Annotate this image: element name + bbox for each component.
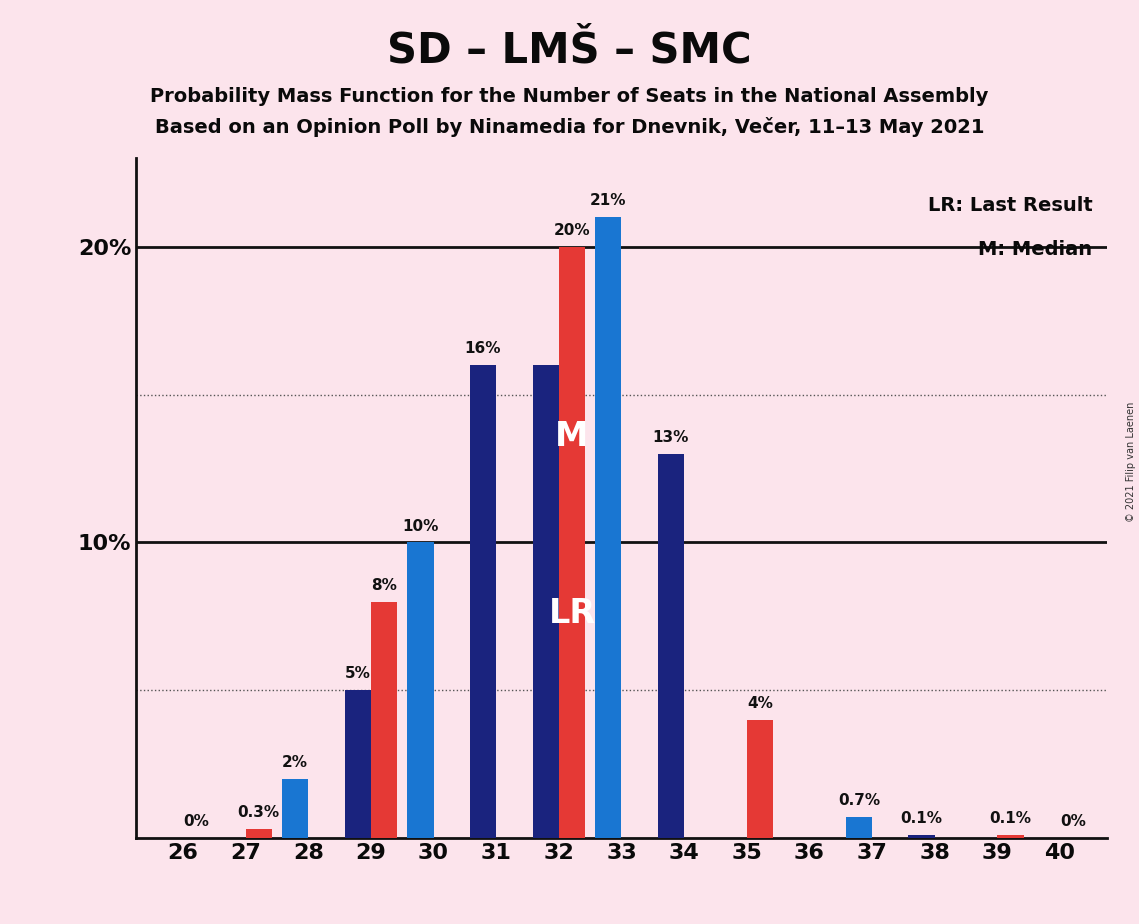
Text: 0.3%: 0.3% xyxy=(238,805,280,821)
Bar xyxy=(371,602,398,838)
Text: 16%: 16% xyxy=(465,341,501,357)
Text: © 2021 Filip van Laenen: © 2021 Filip van Laenen xyxy=(1125,402,1136,522)
Bar xyxy=(846,817,872,838)
Bar xyxy=(908,835,935,838)
Bar xyxy=(470,365,497,838)
Text: LR: Last Result: LR: Last Result xyxy=(927,196,1092,214)
Text: M: Median: M: Median xyxy=(978,240,1092,259)
Text: 2%: 2% xyxy=(282,755,309,770)
Text: 0%: 0% xyxy=(1060,814,1085,829)
Bar xyxy=(408,542,434,838)
Bar xyxy=(533,365,559,838)
Text: 21%: 21% xyxy=(590,193,626,209)
Text: 8%: 8% xyxy=(371,578,398,592)
Bar xyxy=(658,454,685,838)
Bar xyxy=(559,247,585,838)
Text: 5%: 5% xyxy=(345,666,370,681)
Text: 20%: 20% xyxy=(554,223,590,238)
Bar xyxy=(998,835,1024,838)
Bar xyxy=(747,720,773,838)
Text: 0.7%: 0.7% xyxy=(838,794,880,808)
Text: Probability Mass Function for the Number of Seats in the National Assembly: Probability Mass Function for the Number… xyxy=(150,87,989,106)
Text: SD – LMŠ – SMC: SD – LMŠ – SMC xyxy=(387,30,752,71)
Text: 13%: 13% xyxy=(653,430,689,444)
Bar xyxy=(246,829,272,838)
Text: Based on an Opinion Poll by Ninamedia for Dnevnik, Večer, 11–13 May 2021: Based on an Opinion Poll by Ninamedia fo… xyxy=(155,117,984,138)
Text: 0.1%: 0.1% xyxy=(990,811,1032,826)
Text: 10%: 10% xyxy=(402,518,439,533)
Text: 0.1%: 0.1% xyxy=(901,811,942,826)
Text: M: M xyxy=(556,419,589,453)
Text: 0%: 0% xyxy=(183,814,210,829)
Bar xyxy=(596,217,622,838)
Text: 4%: 4% xyxy=(747,696,773,711)
Text: LR: LR xyxy=(548,597,596,630)
Bar xyxy=(282,779,309,838)
Bar xyxy=(345,690,371,838)
